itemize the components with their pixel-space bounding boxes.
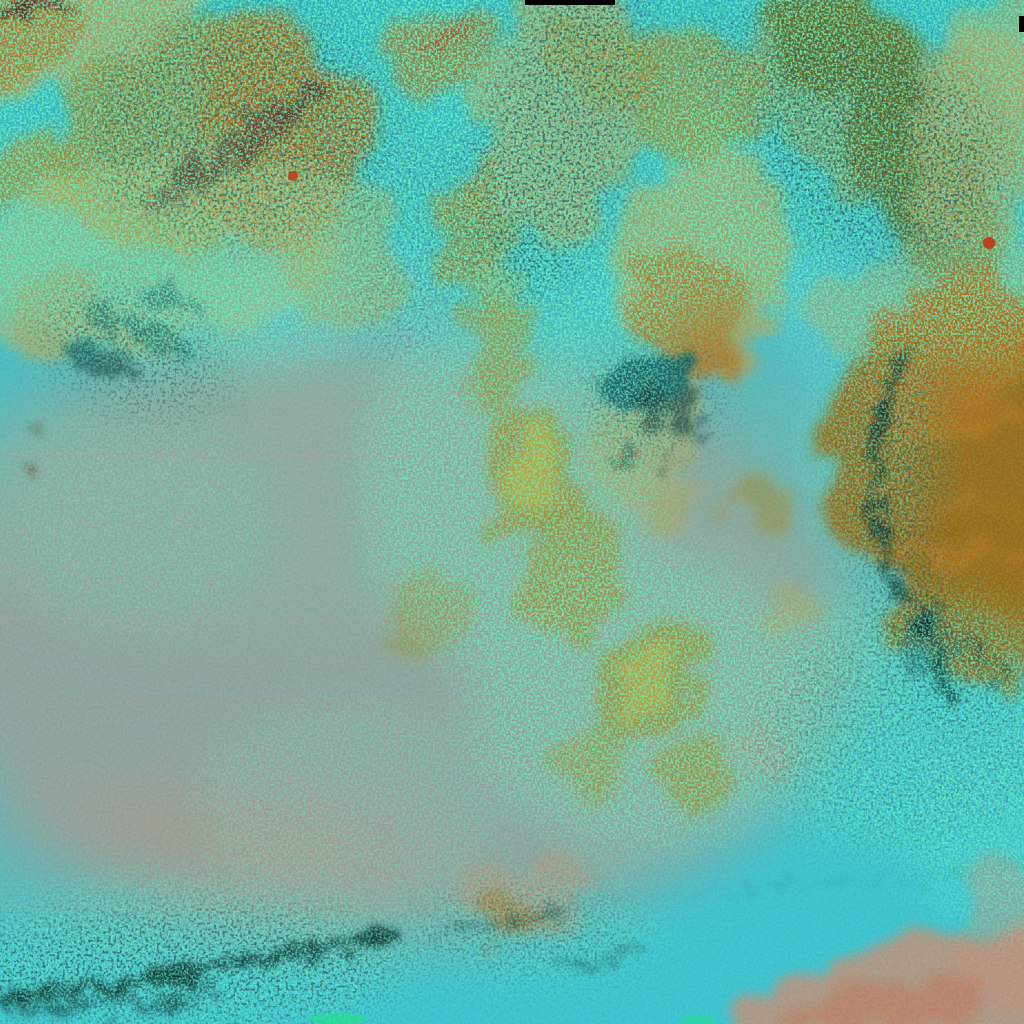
sensor-artifacts — [288, 0, 1024, 1024]
black-bar-top-edge — [525, 0, 615, 5]
green-mark-bottom-edge — [310, 1013, 366, 1024]
green-mark-bottom-edge-2 — [680, 1015, 716, 1024]
black-tick-right-edge — [1019, 16, 1024, 32]
red-dot-top-left — [288, 171, 298, 181]
red-dot-right — [983, 237, 995, 249]
